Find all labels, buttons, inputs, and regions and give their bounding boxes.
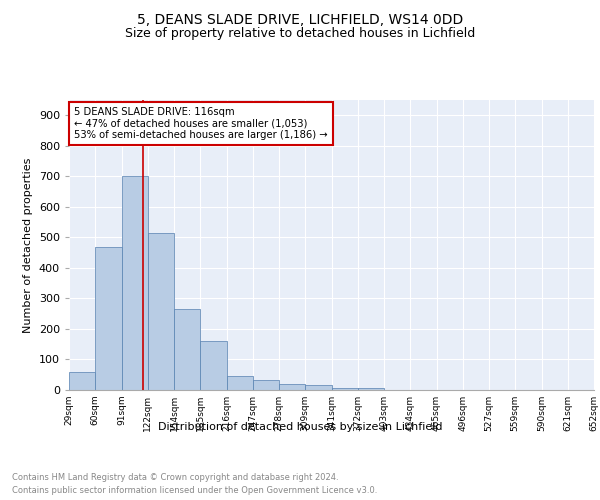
Bar [148, 233, 174, 390]
Text: 5 DEANS SLADE DRIVE: 116sqm
← 47% of detached houses are smaller (1,053)
53% of : 5 DEANS SLADE DRIVE: 116sqm ← 47% of det… [74, 108, 328, 140]
Bar [331, 388, 358, 390]
Y-axis label: Number of detached properties: Number of detached properties [23, 158, 33, 332]
Bar [279, 384, 305, 390]
Text: Contains HM Land Registry data © Crown copyright and database right 2024.: Contains HM Land Registry data © Crown c… [12, 472, 338, 482]
Text: 5, DEANS SLADE DRIVE, LICHFIELD, WS14 0DD: 5, DEANS SLADE DRIVE, LICHFIELD, WS14 0D… [137, 12, 463, 26]
Bar [174, 309, 200, 390]
Text: Distribution of detached houses by size in Lichfield: Distribution of detached houses by size … [158, 422, 442, 432]
Bar [358, 388, 384, 390]
Bar [227, 376, 253, 390]
Text: Size of property relative to detached houses in Lichfield: Size of property relative to detached ho… [125, 28, 475, 40]
Bar [253, 380, 279, 390]
Bar [305, 386, 331, 390]
Bar [200, 341, 227, 390]
Text: Contains public sector information licensed under the Open Government Licence v3: Contains public sector information licen… [12, 486, 377, 495]
Bar [121, 176, 148, 390]
Bar [95, 246, 121, 390]
Bar [69, 372, 95, 390]
